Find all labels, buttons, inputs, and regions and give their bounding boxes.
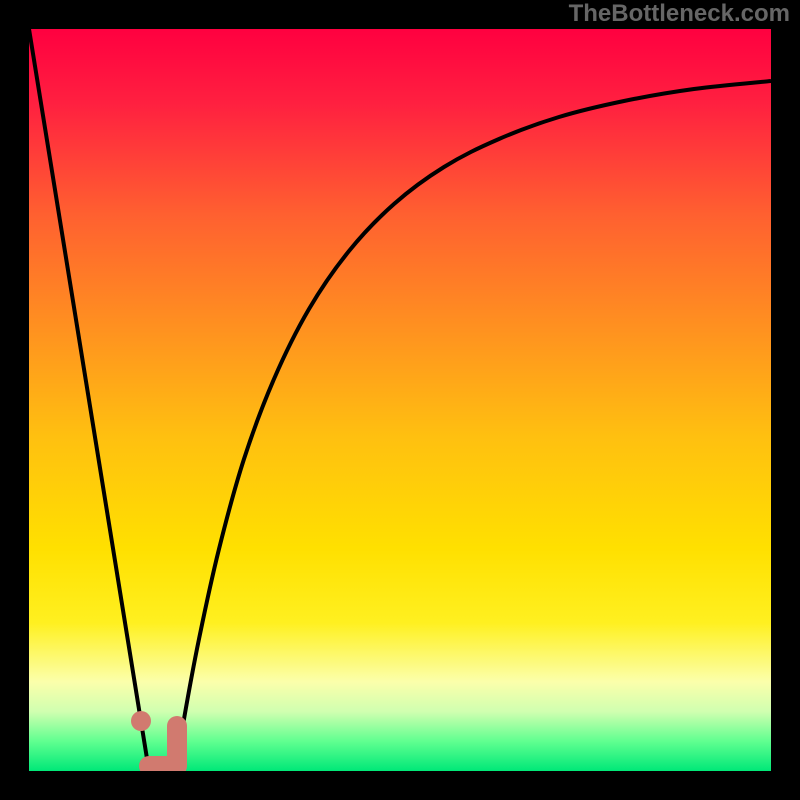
chart-svg: [29, 29, 771, 771]
chart-container: TheBottleneck.com: [0, 0, 800, 800]
accent-dot: [131, 711, 151, 731]
plot-area: [29, 29, 771, 771]
gradient-background: [29, 29, 771, 771]
watermark-text: TheBottleneck.com: [569, 0, 790, 28]
